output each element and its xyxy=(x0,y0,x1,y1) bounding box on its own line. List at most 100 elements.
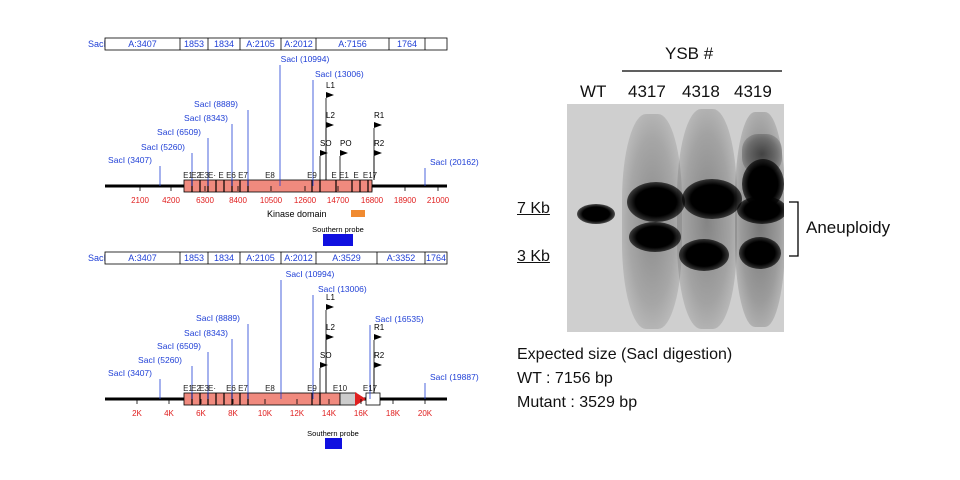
bottom-map-site-label: SacI (8343) xyxy=(184,328,228,338)
bottom-map-exon-label: E10 xyxy=(333,384,348,393)
top-map-tick-label: 4200 xyxy=(162,196,180,205)
bottom-map-primer-label: SO xyxy=(320,351,332,360)
bottom-map-tick-label: 14K xyxy=(322,409,337,418)
bottom-map-tick-label: 8K xyxy=(228,409,238,418)
lane-label-wt: WT xyxy=(580,82,607,101)
top-map-primer-arrow xyxy=(374,150,382,156)
bottom-map-fragment-label: A:3407 xyxy=(128,253,157,263)
top-map-exon-label: E2 xyxy=(191,171,201,180)
bottom-map-primer-label: R2 xyxy=(374,351,385,360)
top-map-primer-label: L1 xyxy=(326,81,335,90)
top-probe-box xyxy=(323,234,353,246)
bottom-e17-box xyxy=(365,392,381,406)
band-4319-lower xyxy=(739,237,781,269)
caption-expected-size: Expected size (SacI digestion) xyxy=(517,346,733,363)
band-4318-upper xyxy=(682,179,742,219)
top-map-exon-label: E6 xyxy=(226,171,236,180)
marker-3kb: 3 Kb xyxy=(517,248,550,265)
top-map-primer-arrow xyxy=(340,150,348,156)
top-map-site-label: SacI (13006) xyxy=(315,69,364,79)
top-map-fragment-label: 1853 xyxy=(184,39,204,49)
bottom-map-fragment-label: A:3529 xyxy=(332,253,361,263)
top-map-primer-label: R1 xyxy=(374,111,385,120)
bottom-map-fragment-label: A:2012 xyxy=(284,253,313,263)
bottom-map-tick-label: 4K xyxy=(164,409,174,418)
top-map-tick-label: 6300 xyxy=(196,196,214,205)
bottom-map-exon-label: E6 xyxy=(226,384,236,393)
band-4317-lower xyxy=(629,222,681,252)
bottom-map-site-label: SacI (8889) xyxy=(196,313,240,323)
bottom-map-site-label: SacI (16535) xyxy=(375,314,424,324)
bottom-e10-box xyxy=(339,392,357,406)
top-map-site-label: SacI (8343) xyxy=(184,113,228,123)
top-map-primer-arrow xyxy=(320,150,328,156)
bottom-map-exon-label: E8 xyxy=(265,384,275,393)
top-map-site-label: SacI (10994) xyxy=(281,54,330,64)
top-map-tick-label: 14700 xyxy=(327,196,350,205)
top-map-exon-label: E xyxy=(353,171,358,180)
top-map-frag-bar xyxy=(104,37,448,51)
top-map-fragment-label: A:2012 xyxy=(284,39,313,49)
bottom-map-site-label: SacI (3407) xyxy=(108,368,152,378)
bottom-map-fragment-label: 1764 xyxy=(426,253,446,263)
top-map-site-label: SacI (5260) xyxy=(141,142,185,152)
marker-7kb: 7 Kb xyxy=(517,200,550,217)
top-map-fragment-label: A:3407 xyxy=(128,39,157,49)
top-map-primer-label: PO xyxy=(340,139,352,148)
top-map-exon-label: E1 xyxy=(339,171,349,180)
bottom-map-site-label: SacI (5260) xyxy=(138,355,182,365)
top-map-frag-label: SacI xyxy=(88,39,106,49)
top-map-tick-label: 12600 xyxy=(294,196,317,205)
bottom-map-primer-arrow xyxy=(326,304,334,310)
bottom-map-fragment-label: A:2105 xyxy=(246,253,275,263)
top-map-tick-label: 2100 xyxy=(131,196,149,205)
bottom-map-tick-label: 2K xyxy=(132,409,142,418)
bottom-map-primer-arrow xyxy=(326,334,334,340)
bottom-map-fragment-label: A:3352 xyxy=(387,253,416,263)
top-map-primer-arrow xyxy=(374,122,382,128)
top-map-tick-label: 18900 xyxy=(394,196,417,205)
bottom-map-tick-label: 10K xyxy=(258,409,273,418)
band-4318-lower xyxy=(679,239,729,271)
band-4317-upper xyxy=(627,182,685,222)
bottom-map-site-label: SacI (6509) xyxy=(157,341,201,351)
top-map-exon-label: E xyxy=(331,171,336,180)
top-map-tick-label: 21000 xyxy=(427,196,450,205)
top-map-fragment-label: 1764 xyxy=(397,39,417,49)
aneuploidy-bracket xyxy=(789,201,799,257)
top-map-site-label: SacI (3407) xyxy=(108,155,152,165)
top-map-fragment-label: 1834 xyxy=(214,39,234,49)
southern-blot-image xyxy=(567,104,784,332)
caption-wt-size: WT : 7156 bp xyxy=(517,370,613,387)
bottom-resistance-arrow xyxy=(355,392,366,406)
ysb-group-label: YSB # xyxy=(665,44,714,63)
bottom-map-primer-arrow xyxy=(374,362,382,368)
top-map-fragment-label: A:7156 xyxy=(338,39,367,49)
bottom-map-exon-label: E2 xyxy=(191,384,201,393)
top-map-primer-arrow xyxy=(326,122,334,128)
top-map-tick-label: 8400 xyxy=(229,196,247,205)
band-4319-upper xyxy=(737,196,784,224)
bottom-map-exon-label: E7 xyxy=(238,384,248,393)
top-map-exon-label: E1 xyxy=(183,171,193,180)
top-map-primer-arrow xyxy=(326,92,334,98)
bottom-map-exon-label: E3 xyxy=(199,384,209,393)
bottom-map-primer-arrow xyxy=(320,362,328,368)
top-map-gene-body xyxy=(183,179,373,193)
bottom-map-tick-label: 20K xyxy=(418,409,433,418)
ysb-group-line xyxy=(622,70,782,72)
bottom-map-site-label: SacI (19887) xyxy=(430,372,479,382)
bottom-map-site-label: SacI (10994) xyxy=(286,269,335,279)
bottom-map-exon-label: E1 xyxy=(183,384,193,393)
lane-label-4318: 4318 xyxy=(682,82,720,101)
top-map-primer-label: SO xyxy=(320,139,332,148)
aneuploidy-label: Aneuploidy xyxy=(806,218,891,237)
top-map-exon-label: E17 xyxy=(363,171,378,180)
top-map-exon-label: E xyxy=(218,171,223,180)
bottom-map-fragment-label: 1853 xyxy=(184,253,204,263)
caption-mutant-size: Mutant : 3529 bp xyxy=(517,394,638,411)
top-map-tick-label: 16800 xyxy=(361,196,384,205)
top-map-site-label: SacI (6509) xyxy=(157,127,201,137)
top-map-exon-label: E9 xyxy=(307,171,317,180)
bottom-map-primer-label: R1 xyxy=(374,323,385,332)
